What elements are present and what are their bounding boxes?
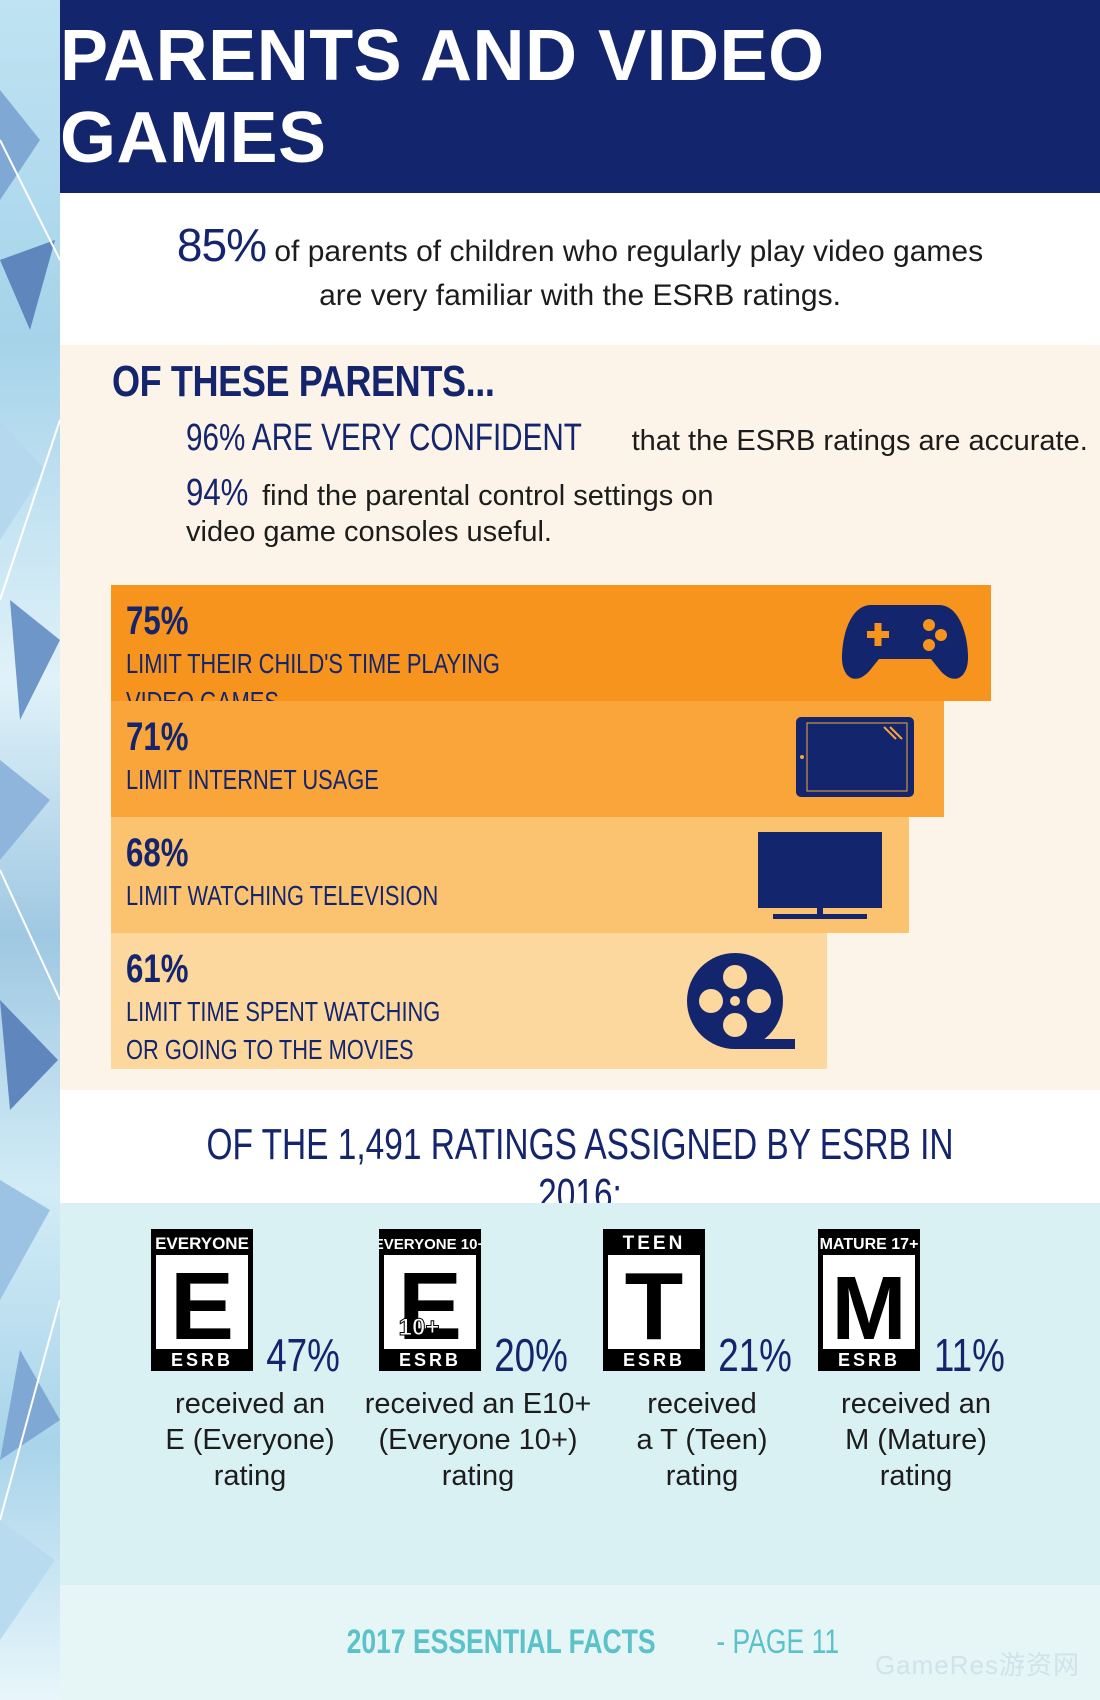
ratings-title: OF THE 1,491 RATINGS ASSIGNED BY ESRB IN…	[206, 1120, 954, 1219]
rating-badge-letter: E	[398, 1253, 462, 1360]
rating-desc-1: received	[647, 1388, 757, 1420]
tablet-icon	[796, 717, 914, 797]
footer-title: 2017 ESSENTIAL FACTS	[346, 1623, 656, 1661]
rating-percent: 21%	[718, 1329, 793, 1381]
rating-badge-letter: E	[170, 1253, 234, 1360]
stat-94-text-1: find the parental control settings on	[262, 480, 714, 512]
bar-video-games: 75% LIMIT THEIR CHILD'S TIME PLAYING VID…	[111, 585, 991, 717]
esrb-m-badge-icon: MATURE 17+ M ESRB	[818, 1229, 921, 1371]
rating-desc-1: received an	[841, 1388, 991, 1420]
film-reel-icon	[687, 953, 795, 1049]
rating-desc-2: a T (Teen)	[636, 1424, 768, 1456]
footer-page: - PAGE 11	[716, 1623, 840, 1661]
rating-badge-top: EVERYONE 10+	[379, 1236, 481, 1253]
esrb-e10-badge-icon: EVERYONE 10+ E 10+ ESRB	[374, 1229, 486, 1371]
rating-desc-2: (Everyone 10+)	[378, 1424, 578, 1456]
rating-desc-3: rating	[441, 1460, 515, 1492]
stat-96-highlight: 96% ARE VERY CONFIDENT	[186, 417, 582, 459]
rating-badge-bottom: ESRB	[623, 1350, 685, 1370]
bar-category-label: LIMIT WATCHING TELEVISION	[126, 880, 439, 911]
bar-internet: 71% LIMIT INTERNET USAGE	[111, 701, 944, 817]
rating-mature: MATURE 17+ M ESRB 11% received an M (Mat…	[796, 1229, 1036, 1494]
rating-badge-bottom: ESRB	[171, 1350, 233, 1370]
bar-category-label: LIMIT TIME SPENT WATCHING OR GOING TO TH…	[126, 996, 441, 1065]
esrb-t-badge-icon: TEEN T ESRB	[602, 1229, 705, 1371]
page-title: PARENTS AND VIDEO GAMES	[60, 15, 825, 178]
footer: 2017 ESSENTIAL FACTS - PAGE 11 GameRes游资…	[60, 1585, 1100, 1700]
stat-96: 96% ARE VERY CONFIDENT that the ESRB rat…	[186, 417, 1088, 460]
rating-badge-letter: T	[624, 1253, 683, 1360]
gamepad-icon	[841, 605, 969, 679]
decorative-side-strip	[0, 0, 60, 1700]
rating-desc-3: rating	[213, 1460, 287, 1492]
rating-badge-top: MATURE 17+	[820, 1236, 919, 1253]
bar-value-label: 68%	[126, 831, 189, 875]
rating-desc-1: received an E10+	[364, 1388, 592, 1420]
rating-desc-2: M (Mature)	[845, 1424, 987, 1456]
header-banner: PARENTS AND VIDEO GAMES	[60, 0, 1100, 193]
rating-percent: 11%	[933, 1329, 1005, 1381]
parents-section: OF THESE PARENTS... 96% ARE VERY CONFIDE…	[60, 345, 1100, 1090]
rating-everyone-10: EVERYONE 10+ E 10+ ESRB 20% received an …	[358, 1229, 598, 1494]
intro-text-2: are very familiar with the ESRB ratings.	[319, 279, 841, 312]
intro-section: 85% of parents of children who regularly…	[60, 193, 1100, 345]
watermark: GameRes游资网	[874, 1650, 1080, 1680]
stat-96-text: that the ESRB ratings are accurate.	[631, 425, 1088, 457]
tv-icon	[758, 832, 882, 919]
bar-value-label: 71%	[126, 715, 189, 759]
rating-teen: TEEN T ESRB 21% received a T (Teen) rati…	[582, 1229, 822, 1494]
rating-desc-3: rating	[665, 1460, 739, 1492]
rating-desc-3: rating	[879, 1460, 953, 1492]
rating-percent: 20%	[494, 1329, 569, 1381]
bar-category-label: LIMIT INTERNET USAGE	[126, 764, 379, 795]
esrb-e-badge-icon: EVERYONE E ESRB	[150, 1229, 253, 1371]
rating-percent: 47%	[266, 1329, 341, 1381]
parents-heading: OF THESE PARENTS...	[112, 357, 495, 406]
stat-94-text-2: video game consoles useful.	[186, 516, 552, 548]
ratings-section: EVERYONE E ESRB 47% received an E (Every…	[60, 1203, 1100, 1585]
bar-television: 68% LIMIT WATCHING TELEVISION	[111, 817, 909, 933]
bar-movies: 61% LIMIT TIME SPENT WATCHING OR GOING T…	[111, 933, 827, 1069]
stat-94: 94% find the parental control settings o…	[186, 472, 866, 550]
intro-percent: 85%	[176, 219, 267, 271]
rating-badge-bottom: ESRB	[399, 1350, 461, 1370]
rating-badge-top: TEEN	[622, 1233, 685, 1254]
rating-desc-2: E (Everyone)	[165, 1424, 335, 1456]
rating-everyone: EVERYONE E ESRB 47% received an E (Every…	[130, 1229, 370, 1494]
intro-line-1: 85% of parents of children who regularly…	[60, 222, 1100, 274]
rating-badge-bottom: ESRB	[838, 1350, 900, 1370]
intro-text-1: of parents of children who regularly pla…	[274, 235, 984, 268]
rating-badge-letter: M	[832, 1259, 907, 1359]
rating-desc-1: received an	[175, 1388, 325, 1420]
ratings-title-section: OF THE 1,491 RATINGS ASSIGNED BY ESRB IN…	[60, 1090, 1100, 1219]
bar-value-label: 61%	[126, 947, 189, 991]
bar-value-label: 75%	[126, 599, 189, 643]
rating-badge-sub: 10+	[398, 1314, 439, 1341]
rating-badge-top: EVERYONE	[155, 1234, 249, 1253]
stat-94-highlight: 94%	[186, 472, 249, 514]
